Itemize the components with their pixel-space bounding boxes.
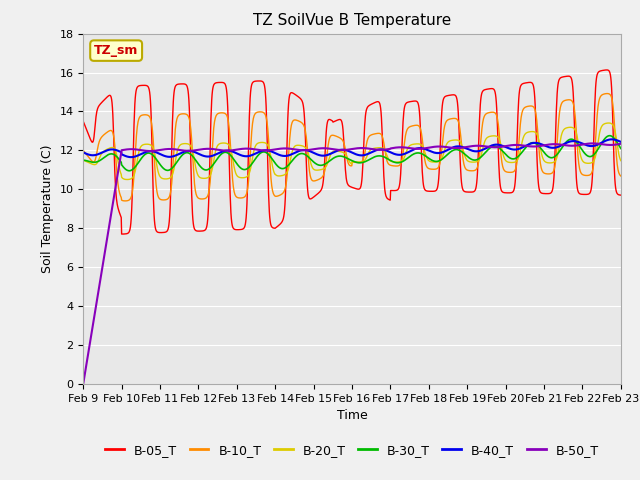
B-50_T — [259, 147, 267, 153]
B-10_T — [122, 198, 129, 204]
X-axis label: Time: Time — [337, 409, 367, 422]
Text: TZ_sm: TZ_sm — [94, 44, 138, 57]
B-50_T — [479, 143, 486, 149]
B-40_T — [608, 136, 616, 142]
B-50_T — [617, 141, 625, 147]
B-05_T — [561, 74, 568, 80]
B-20_T — [395, 159, 403, 165]
B-40_T — [395, 152, 403, 158]
B-40_T — [259, 148, 267, 154]
B-10_T — [395, 163, 403, 168]
B-30_T — [395, 160, 403, 166]
B-30_T — [196, 163, 204, 169]
B-05_T — [79, 119, 87, 124]
B-40_T — [617, 139, 625, 144]
B-40_T — [479, 147, 487, 153]
Title: TZ SoilVue B Temperature: TZ SoilVue B Temperature — [253, 13, 451, 28]
B-05_T — [118, 231, 126, 237]
Line: B-50_T: B-50_T — [83, 144, 621, 384]
B-05_T — [395, 185, 403, 191]
B-20_T — [259, 140, 267, 145]
B-20_T — [479, 144, 487, 150]
B-10_T — [79, 147, 87, 153]
B-05_T — [259, 80, 267, 85]
B-50_T — [589, 141, 596, 146]
B-30_T — [605, 133, 613, 139]
Line: B-40_T: B-40_T — [83, 139, 621, 157]
B-50_T — [79, 381, 87, 387]
B-10_T — [479, 118, 487, 123]
B-30_T — [479, 152, 487, 158]
B-40_T — [79, 149, 87, 155]
B-50_T — [561, 142, 568, 148]
B-30_T — [125, 168, 133, 174]
B-50_T — [196, 147, 204, 153]
B-20_T — [196, 175, 204, 180]
B-20_T — [79, 157, 87, 163]
B-20_T — [124, 177, 131, 182]
B-30_T — [617, 145, 625, 151]
B-05_T — [479, 88, 487, 94]
B-05_T — [422, 188, 429, 193]
B-30_T — [561, 141, 568, 147]
B-05_T — [603, 67, 611, 73]
Y-axis label: Soil Temperature (C): Soil Temperature (C) — [41, 144, 54, 273]
B-10_T — [196, 196, 204, 202]
B-10_T — [604, 91, 611, 96]
B-40_T — [422, 146, 429, 152]
B-05_T — [617, 192, 625, 198]
B-50_T — [421, 145, 429, 151]
Line: B-20_T: B-20_T — [83, 123, 621, 180]
B-50_T — [394, 144, 402, 150]
B-05_T — [196, 228, 204, 234]
B-40_T — [127, 154, 135, 160]
Line: B-10_T: B-10_T — [83, 94, 621, 201]
B-40_T — [196, 152, 204, 157]
Line: B-05_T: B-05_T — [83, 70, 621, 234]
B-10_T — [259, 109, 267, 115]
B-20_T — [605, 120, 612, 126]
B-10_T — [561, 97, 568, 103]
B-20_T — [617, 158, 625, 164]
B-10_T — [422, 160, 429, 166]
B-20_T — [422, 151, 429, 157]
B-30_T — [422, 153, 429, 159]
Line: B-30_T: B-30_T — [83, 136, 621, 171]
B-10_T — [617, 173, 625, 179]
B-20_T — [561, 126, 568, 132]
B-30_T — [259, 149, 267, 155]
Legend: B-05_T, B-10_T, B-20_T, B-30_T, B-40_T, B-50_T: B-05_T, B-10_T, B-20_T, B-30_T, B-40_T, … — [100, 439, 604, 462]
B-40_T — [561, 141, 568, 146]
B-30_T — [79, 157, 87, 163]
